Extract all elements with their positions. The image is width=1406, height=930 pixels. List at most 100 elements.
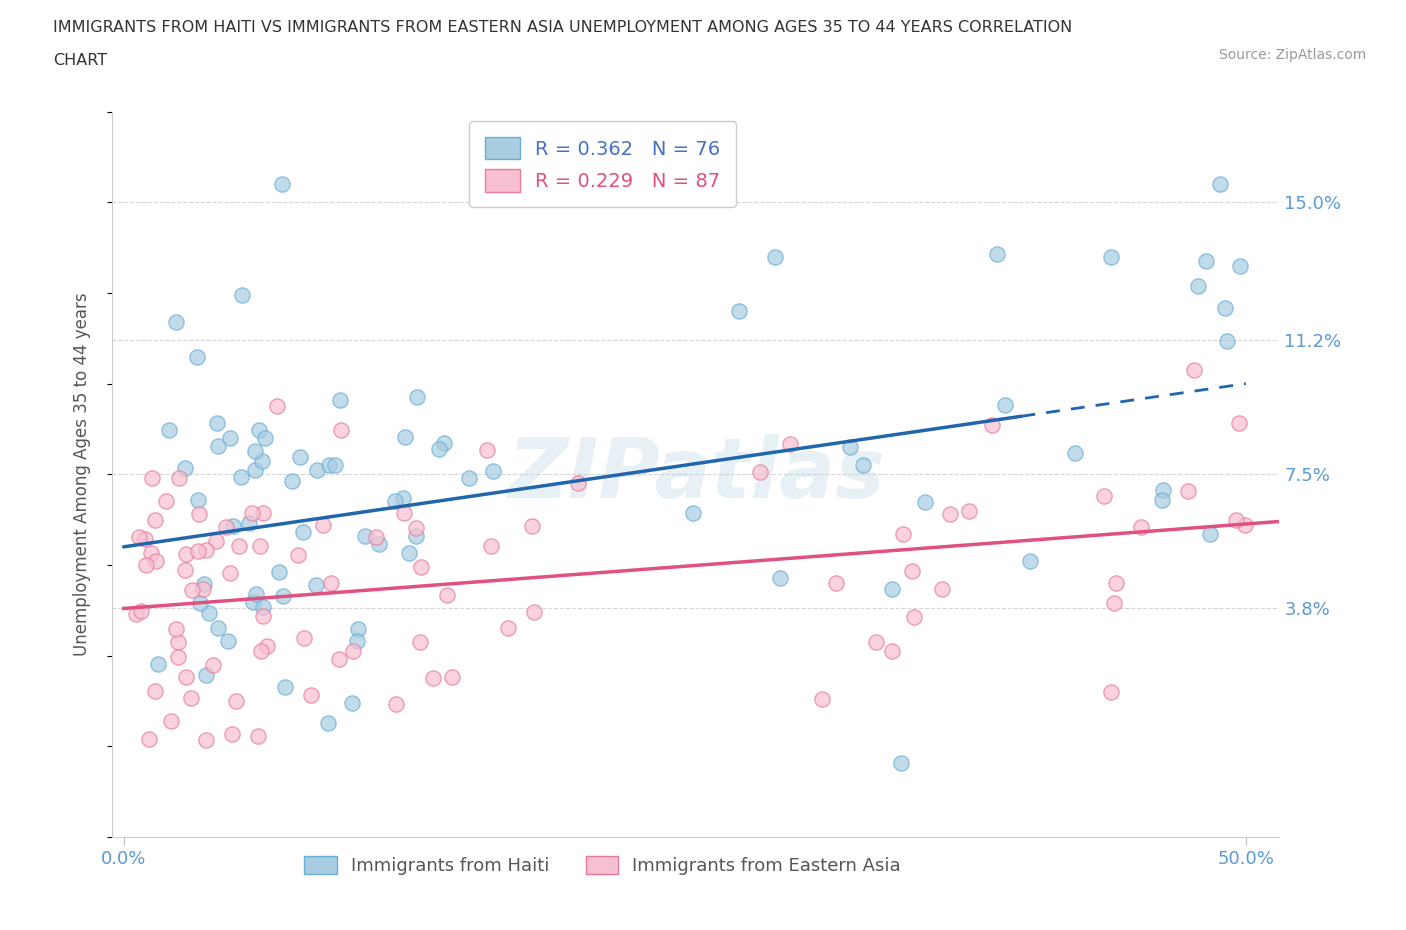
- Point: [231, 287, 253, 302]
- Point: [222, 519, 245, 534]
- Point: [252, 600, 274, 615]
- Point: [880, 644, 903, 658]
- Point: [522, 519, 544, 534]
- Point: [1104, 576, 1126, 591]
- Point: [1215, 300, 1237, 315]
- Point: [567, 475, 589, 490]
- Point: [274, 680, 297, 695]
- Point: [891, 526, 914, 541]
- Point: [882, 582, 904, 597]
- Point: [409, 635, 432, 650]
- Point: [304, 578, 326, 592]
- Point: [1018, 553, 1040, 568]
- Point: [316, 715, 339, 730]
- Point: [134, 531, 156, 546]
- Point: [319, 575, 342, 590]
- Point: [475, 443, 498, 458]
- Point: [839, 440, 862, 455]
- Point: [523, 604, 546, 619]
- Point: [422, 671, 444, 685]
- Point: [159, 713, 181, 728]
- Point: [271, 177, 294, 192]
- Point: [167, 635, 190, 650]
- Point: [939, 506, 962, 521]
- Point: [287, 547, 309, 562]
- Point: [252, 609, 274, 624]
- Point: [290, 449, 312, 464]
- Point: [346, 633, 368, 648]
- Point: [728, 303, 751, 318]
- Point: [364, 530, 387, 545]
- Point: [398, 546, 420, 561]
- Point: [135, 557, 157, 572]
- Point: [191, 581, 214, 596]
- Point: [323, 458, 346, 472]
- Point: [411, 559, 433, 574]
- Point: [165, 621, 187, 636]
- Point: [1102, 596, 1125, 611]
- Point: [392, 490, 415, 505]
- Point: [280, 474, 302, 489]
- Point: [441, 670, 464, 684]
- Point: [249, 538, 271, 553]
- Text: IMMIGRANTS FROM HAITI VS IMMIGRANTS FROM EASTERN ASIA UNEMPLOYMENT AMONG AGES 35: IMMIGRANTS FROM HAITI VS IMMIGRANTS FROM…: [53, 20, 1073, 35]
- Point: [1094, 489, 1116, 504]
- Point: [957, 504, 980, 519]
- Point: [243, 444, 266, 458]
- Point: [851, 458, 873, 472]
- Point: [931, 582, 953, 597]
- Point: [138, 732, 160, 747]
- Point: [229, 470, 252, 485]
- Point: [427, 442, 450, 457]
- Point: [187, 506, 209, 521]
- Point: [405, 529, 427, 544]
- Point: [1099, 684, 1122, 699]
- Point: [219, 565, 242, 580]
- Point: [433, 436, 456, 451]
- Point: [1130, 520, 1153, 535]
- Point: [328, 651, 350, 666]
- Point: [187, 544, 209, 559]
- Point: [890, 755, 912, 770]
- Point: [238, 515, 260, 530]
- Point: [779, 436, 801, 451]
- Point: [1187, 278, 1209, 293]
- Point: [176, 670, 198, 684]
- Point: [256, 638, 278, 653]
- Text: Source: ZipAtlas.com: Source: ZipAtlas.com: [1219, 48, 1367, 62]
- Point: [1199, 526, 1222, 541]
- Point: [228, 538, 250, 553]
- Point: [141, 471, 163, 485]
- Point: [291, 525, 314, 540]
- Point: [1064, 445, 1087, 460]
- Text: CHART: CHART: [53, 53, 107, 68]
- Point: [146, 657, 169, 671]
- Point: [1182, 363, 1205, 378]
- Point: [180, 582, 202, 597]
- Point: [155, 494, 177, 509]
- Point: [242, 505, 264, 520]
- Point: [174, 547, 197, 562]
- Point: [811, 691, 834, 706]
- Point: [1209, 177, 1232, 192]
- Point: [406, 390, 429, 405]
- Point: [194, 543, 217, 558]
- Point: [215, 519, 238, 534]
- Point: [329, 392, 352, 407]
- Point: [180, 690, 202, 705]
- Point: [682, 506, 704, 521]
- Point: [305, 462, 328, 477]
- Point: [125, 607, 148, 622]
- Point: [129, 604, 152, 618]
- Point: [405, 521, 427, 536]
- Point: [143, 512, 166, 527]
- Point: [292, 631, 315, 645]
- Point: [981, 418, 1004, 432]
- Point: [187, 492, 209, 507]
- Point: [205, 416, 228, 431]
- Point: [825, 576, 848, 591]
- Point: [436, 587, 458, 602]
- Point: [384, 697, 406, 711]
- Point: [269, 565, 291, 580]
- Point: [318, 458, 340, 472]
